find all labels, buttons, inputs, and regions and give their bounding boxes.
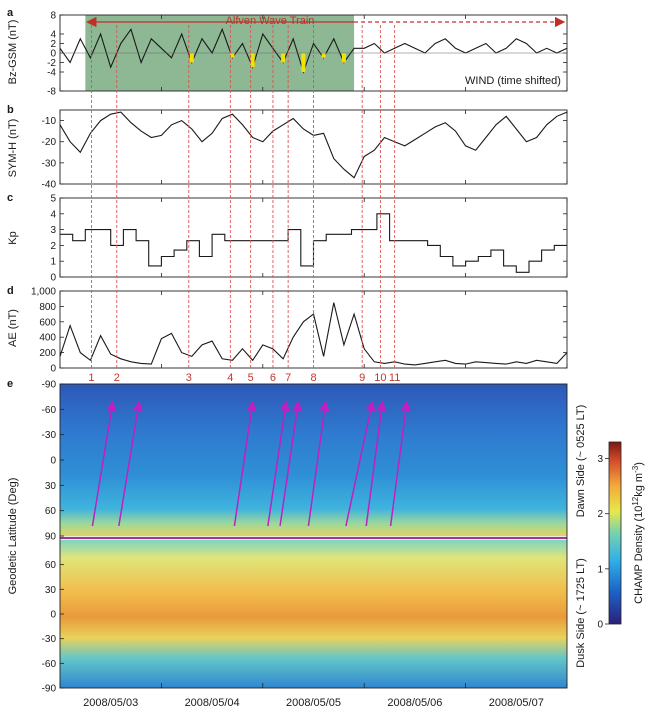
colorbar-tick-label: 2 bbox=[597, 509, 603, 520]
ytick-label-dawn: 90 bbox=[45, 532, 57, 543]
event-label-1: 1 bbox=[88, 372, 94, 384]
tad-arrow-3 bbox=[233, 400, 257, 527]
ytick-label-a: -4 bbox=[47, 68, 56, 79]
tad-arrow-8 bbox=[365, 400, 387, 527]
date-label: 2008/05/06 bbox=[387, 697, 442, 709]
ytick-label-dawn: 30 bbox=[45, 481, 57, 492]
date-label: 2008/05/05 bbox=[286, 697, 341, 709]
ytick-label-c: 2 bbox=[50, 241, 56, 252]
event-label-7: 7 bbox=[285, 372, 291, 384]
wind-annotation: WIND (time shifted) bbox=[465, 75, 561, 87]
panel-label-d: d bbox=[7, 285, 14, 297]
colorbar-label-unit: kg m bbox=[633, 473, 645, 497]
ylabel-latitude: Geodetic Latitude (Deg) bbox=[7, 478, 19, 595]
ytick-label-d: 1,000 bbox=[31, 287, 56, 298]
ytick-label-b: -40 bbox=[42, 180, 57, 191]
ytick-label-d: 600 bbox=[39, 317, 56, 328]
ytick-label-d: 400 bbox=[39, 333, 56, 344]
ytick-label-b: -30 bbox=[42, 158, 57, 169]
tad-arrow-7 bbox=[345, 400, 376, 527]
ytick-label-a: 8 bbox=[50, 11, 56, 22]
colorbar-label-unit-exp: -3 bbox=[631, 465, 640, 473]
ylabel-ae: AE (nT) bbox=[7, 309, 19, 347]
tad-arrow-2 bbox=[118, 400, 143, 527]
ytick-label-d: 200 bbox=[39, 348, 56, 359]
bz-negative-fill bbox=[301, 53, 306, 72]
event-label-11: 11 bbox=[389, 372, 400, 384]
ytick-label-dusk: 0 bbox=[50, 610, 56, 621]
colorbar-label-exp: 12 bbox=[631, 496, 640, 505]
ytick-label-dawn: -90 bbox=[42, 380, 57, 391]
ytick-label-dusk: 30 bbox=[45, 585, 57, 596]
ytick-label-c: 0 bbox=[50, 273, 56, 284]
date-label: 2008/05/04 bbox=[185, 697, 240, 709]
alfven-wave-label: Alfven Wave Train bbox=[226, 15, 315, 27]
ytick-label-a: 0 bbox=[50, 49, 56, 60]
bz-negative-fill bbox=[230, 53, 235, 58]
colorbar-label: CHAMP Density (1012kg m-3) bbox=[631, 462, 645, 604]
ytick-label-dawn: -30 bbox=[42, 430, 57, 441]
bz-negative-fill bbox=[341, 53, 346, 63]
ytick-label-b: -10 bbox=[42, 116, 57, 127]
colorbar-label-text: CHAMP Density (10 bbox=[633, 506, 645, 604]
event-label-6: 6 bbox=[270, 372, 276, 384]
ytick-label-dusk: -60 bbox=[42, 659, 57, 670]
ytick-label-dusk: -30 bbox=[42, 634, 57, 645]
event-label-10: 10 bbox=[374, 372, 386, 384]
ytick-label-a: -2 bbox=[47, 58, 56, 69]
trace-panel-d bbox=[59, 302, 568, 366]
panel-label-b: b bbox=[7, 104, 14, 116]
event-label-9: 9 bbox=[359, 372, 365, 384]
event-label-5: 5 bbox=[248, 372, 254, 384]
tad-arrow-4 bbox=[267, 400, 291, 527]
event-label-4: 4 bbox=[227, 372, 233, 384]
ytick-label-c: 1 bbox=[50, 257, 56, 268]
colorbar-tick-label: 1 bbox=[597, 564, 603, 575]
tad-arrow-6 bbox=[307, 400, 330, 527]
tad-arrow-5 bbox=[279, 400, 303, 527]
ylabel-kp: Kp bbox=[7, 231, 19, 244]
heatmap-dusk bbox=[60, 540, 567, 688]
event-label-2: 2 bbox=[114, 372, 120, 384]
heatmap-dawn bbox=[60, 384, 567, 536]
colorbar-tick-label: 3 bbox=[597, 454, 603, 465]
ytick-label-a: 4 bbox=[50, 30, 56, 41]
bz-negative-fill bbox=[321, 53, 326, 58]
bz-negative-fill bbox=[250, 53, 255, 68]
ytick-label-c: 5 bbox=[50, 194, 56, 205]
colorbar bbox=[608, 441, 622, 625]
ytick-label-a: 2 bbox=[50, 39, 56, 50]
ytick-label-b: -20 bbox=[42, 137, 57, 148]
tad-arrow-1 bbox=[91, 400, 117, 527]
tad-arrow-9 bbox=[389, 400, 411, 527]
panel-label-a: a bbox=[7, 7, 14, 19]
ytick-label-dawn: 60 bbox=[45, 506, 57, 517]
ylabel-symh: SYM-H (nT) bbox=[7, 119, 19, 178]
ytick-label-dusk: -90 bbox=[42, 684, 57, 695]
event-label-8: 8 bbox=[310, 372, 316, 384]
ytick-label-c: 3 bbox=[50, 225, 56, 236]
bz-negative-fill bbox=[189, 53, 194, 63]
ytick-label-d: 800 bbox=[39, 302, 56, 313]
panel-label-c: c bbox=[7, 192, 13, 204]
ytick-label-dusk: 60 bbox=[45, 560, 57, 571]
ytick-label-c: 4 bbox=[50, 209, 56, 220]
ytick-label-dawn: 0 bbox=[50, 456, 56, 467]
colorbar-label-end: ) bbox=[633, 462, 645, 466]
ylabel-dawn-side: Dawn Side (~ 0525 LT) bbox=[575, 405, 587, 518]
event-label-3: 3 bbox=[186, 372, 192, 384]
ytick-label-d: 0 bbox=[50, 364, 56, 375]
date-label: 2008/05/03 bbox=[83, 697, 138, 709]
date-label: 2008/05/07 bbox=[489, 697, 544, 709]
panel-label-e: e bbox=[7, 378, 13, 390]
ylabel-dusk-side: Dusk Side (~ 1725 LT) bbox=[575, 558, 587, 668]
bz-negative-fill bbox=[281, 53, 286, 63]
ytick-label-dawn: -60 bbox=[42, 405, 57, 416]
ytick-label-a: -8 bbox=[47, 87, 56, 98]
ylabel-bz: Bz-GSM (nT) bbox=[7, 20, 19, 85]
trace-panel-a bbox=[59, 27, 568, 74]
colorbar-tick-label: 0 bbox=[597, 620, 603, 631]
